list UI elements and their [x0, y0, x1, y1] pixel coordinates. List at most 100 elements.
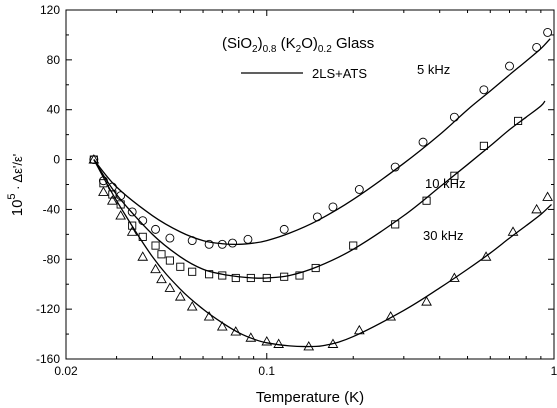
x-tick-label: 1	[551, 364, 557, 378]
marker-circle	[354, 185, 364, 194]
annotation-10khz: 10 kHz	[425, 176, 465, 191]
marker-triangle	[186, 301, 198, 311]
title-part: 0.8	[263, 44, 277, 55]
marker-triangle	[245, 332, 257, 342]
title-part: (K	[276, 35, 295, 52]
x-axis-title: Temperature (K)	[256, 389, 364, 406]
ylabel-base: 10	[9, 200, 26, 217]
y-tick-label: 80	[47, 53, 61, 67]
marker-circle	[165, 233, 175, 243]
marker-square	[205, 270, 214, 279]
marker-square	[128, 221, 137, 230]
ylabel-exp: 5	[6, 193, 18, 199]
annotation-5khz: 5 kHz	[417, 62, 450, 77]
title-part: )	[258, 35, 263, 52]
marker-square	[218, 271, 227, 280]
marker-circle	[279, 224, 289, 234]
marker-triangle	[203, 311, 215, 321]
marker-triangle	[261, 336, 273, 346]
marker-triangle	[98, 186, 109, 196]
marker-circle	[449, 112, 459, 122]
marker-triangle	[421, 296, 432, 306]
marker-circle	[204, 239, 214, 249]
marker-square	[450, 171, 459, 180]
y-tick-label: -160	[36, 352, 60, 366]
legend-label: 2LS+ATS	[312, 66, 367, 81]
marker-triangle	[327, 338, 339, 348]
data-markers	[88, 27, 553, 351]
marker-circle	[228, 238, 237, 248]
ylabel-rest: · Δε'/ε'	[10, 154, 25, 194]
marker-triangle	[531, 203, 543, 214]
x-tick-label: 0.1	[258, 364, 275, 378]
marker-square	[246, 273, 255, 283]
y-axis-title: 105 · Δε'/ε'	[6, 154, 26, 217]
marker-square	[188, 267, 197, 276]
marker-triangle	[164, 282, 176, 292]
marker-square	[311, 263, 320, 273]
marker-circle	[127, 207, 137, 217]
fit-curves	[93, 38, 552, 348]
marker-circle	[543, 27, 553, 37]
marker-square	[138, 232, 147, 241]
chart-title: (SiO2)0.8 (K2O)0.2 Glass	[222, 35, 374, 55]
marker-triangle	[126, 226, 138, 236]
marker-square	[151, 241, 160, 250]
marker-square	[157, 250, 166, 259]
marker-square	[349, 241, 358, 250]
plot-frame	[65, 9, 555, 360]
marker-triangle	[156, 273, 167, 284]
marker-triangle	[150, 263, 161, 274]
annotation-30khz: 30 kHz	[423, 228, 463, 243]
title-part: O)	[301, 35, 318, 52]
marker-triangle	[385, 311, 397, 321]
marker-circle	[151, 224, 160, 234]
marker-circle	[217, 239, 227, 249]
marker-square	[176, 262, 185, 271]
marker-square	[391, 220, 400, 229]
marker-circle	[243, 234, 253, 244]
marker-triangle	[353, 324, 365, 335]
title-part: 2	[252, 44, 258, 55]
title-part: Glass	[332, 35, 375, 52]
marker-square	[295, 271, 304, 280]
marker-square	[231, 273, 240, 283]
title-part: 0.2	[318, 44, 332, 55]
marker-triangle	[216, 321, 228, 331]
fit-curve-1	[93, 100, 546, 279]
y-tick-label: -80	[43, 252, 61, 266]
marker-square	[262, 273, 271, 283]
marker-square	[479, 141, 488, 150]
marker-triangle	[273, 338, 285, 348]
x-tick-label: 0.02	[54, 364, 78, 378]
y-tick-label: -120	[36, 302, 60, 316]
marker-circle	[532, 42, 542, 52]
marker-triangle	[507, 226, 519, 236]
marker-triangle	[303, 341, 315, 351]
marker-triangle	[542, 191, 553, 201]
marker-circle	[505, 61, 514, 71]
marker-triangle	[449, 272, 460, 282]
marker-circle	[390, 162, 400, 172]
marker-triangle	[88, 154, 100, 164]
marker-square	[422, 196, 431, 205]
title-part: 2	[296, 44, 302, 55]
title-part: (SiO	[222, 35, 252, 52]
marker-square	[280, 272, 289, 281]
y-tick-label: 0	[53, 153, 60, 167]
marker-triangle	[115, 210, 127, 220]
marker-circle	[418, 137, 428, 147]
marker-triangle	[230, 326, 242, 336]
marker-circle	[138, 216, 148, 226]
marker-circle	[312, 212, 322, 222]
y-tick-label: 120	[40, 3, 60, 17]
marker-circle	[116, 191, 126, 201]
y-tick-label: -40	[43, 202, 61, 216]
ticks: -160 -120 -80 -40 0 40 80 120 0.02 0.1 1	[36, 3, 557, 378]
marker-square	[108, 190, 117, 199]
marker-circle	[328, 202, 338, 212]
marker-triangle	[480, 251, 492, 261]
marker-triangle	[174, 291, 186, 301]
marker-square	[165, 256, 174, 265]
fit-curve-0	[93, 38, 551, 246]
